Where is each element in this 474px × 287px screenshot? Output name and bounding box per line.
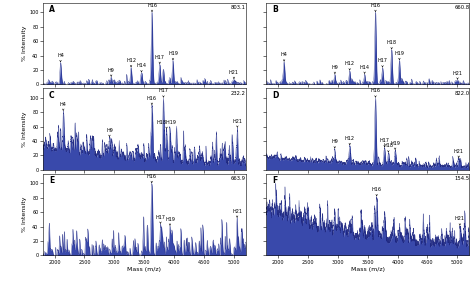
Y-axis label: % Intensity: % Intensity	[22, 26, 27, 61]
Text: H18: H18	[387, 40, 397, 49]
Text: H12: H12	[345, 136, 355, 145]
Text: H9: H9	[331, 139, 338, 148]
Text: H9: H9	[108, 68, 115, 76]
Text: H17: H17	[155, 215, 165, 224]
Text: H9: H9	[106, 128, 113, 137]
Text: A: A	[49, 5, 55, 14]
Text: H16: H16	[147, 174, 157, 183]
Text: H9: H9	[331, 65, 338, 74]
Text: H19: H19	[390, 141, 400, 150]
Text: H21: H21	[232, 209, 242, 218]
Text: F: F	[272, 177, 277, 185]
Text: H18: H18	[383, 144, 393, 152]
Text: H19: H19	[394, 51, 404, 60]
Text: H21: H21	[453, 71, 463, 79]
Text: 663.9: 663.9	[231, 177, 246, 181]
Text: B: B	[272, 5, 278, 14]
X-axis label: Mass (m/z): Mass (m/z)	[351, 267, 385, 272]
X-axis label: Mass (m/z): Mass (m/z)	[127, 267, 161, 272]
Text: H12: H12	[345, 61, 355, 70]
Text: C: C	[49, 91, 55, 100]
Text: H4: H4	[60, 102, 67, 110]
Text: 660.8: 660.8	[454, 5, 469, 10]
Text: 232.2: 232.2	[231, 91, 246, 96]
Text: H16: H16	[147, 96, 157, 104]
Text: H18H19: H18H19	[156, 120, 176, 129]
Text: 154.5: 154.5	[454, 177, 469, 181]
Text: E: E	[49, 177, 54, 185]
Text: H12: H12	[126, 58, 136, 67]
Text: H21: H21	[455, 216, 465, 225]
Y-axis label: % Intensity: % Intensity	[22, 111, 27, 147]
Text: H16: H16	[371, 3, 381, 12]
Text: H17: H17	[158, 88, 168, 97]
Text: H4: H4	[281, 53, 288, 61]
Text: H19: H19	[165, 217, 175, 225]
Text: H17: H17	[380, 138, 390, 147]
Y-axis label: % Intensity: % Intensity	[22, 197, 27, 232]
Text: H14: H14	[360, 65, 370, 73]
Text: H16: H16	[147, 3, 157, 12]
Text: H16: H16	[371, 88, 381, 97]
Text: H4: H4	[57, 53, 64, 62]
Text: H17: H17	[155, 55, 165, 64]
Text: H21: H21	[454, 149, 464, 158]
Text: H21: H21	[232, 119, 242, 127]
Text: H21: H21	[229, 70, 239, 79]
Text: 822.0: 822.0	[454, 91, 469, 96]
Text: H14: H14	[137, 63, 146, 72]
Text: H16: H16	[372, 187, 382, 196]
Text: 803.1: 803.1	[231, 5, 246, 10]
Text: H19: H19	[168, 51, 178, 60]
Text: D: D	[272, 91, 279, 100]
Text: H17: H17	[377, 58, 388, 67]
